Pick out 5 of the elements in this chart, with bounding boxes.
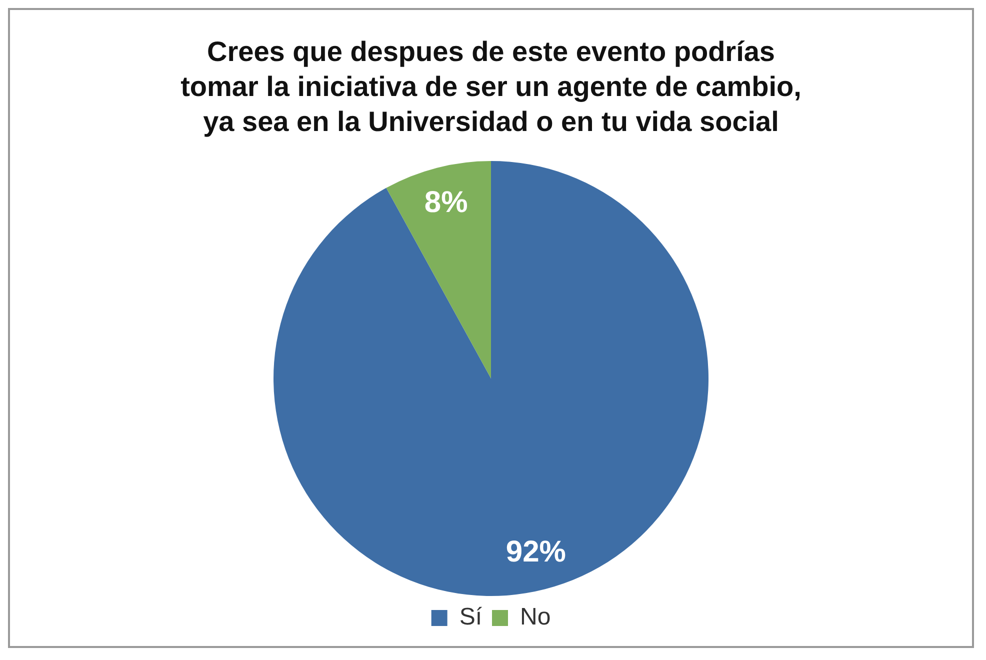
- chart-title: Crees que despues de este evento podrías tomar la iniciativa de ser un agente de cambio, ya sea en la Universidad o en tu vida social: [180, 36, 802, 138]
- legend-label: No: [520, 604, 551, 631]
- data-label: 8%: [424, 186, 468, 219]
- legend-label: Sí: [459, 604, 482, 631]
- data-label: 92%: [506, 536, 566, 569]
